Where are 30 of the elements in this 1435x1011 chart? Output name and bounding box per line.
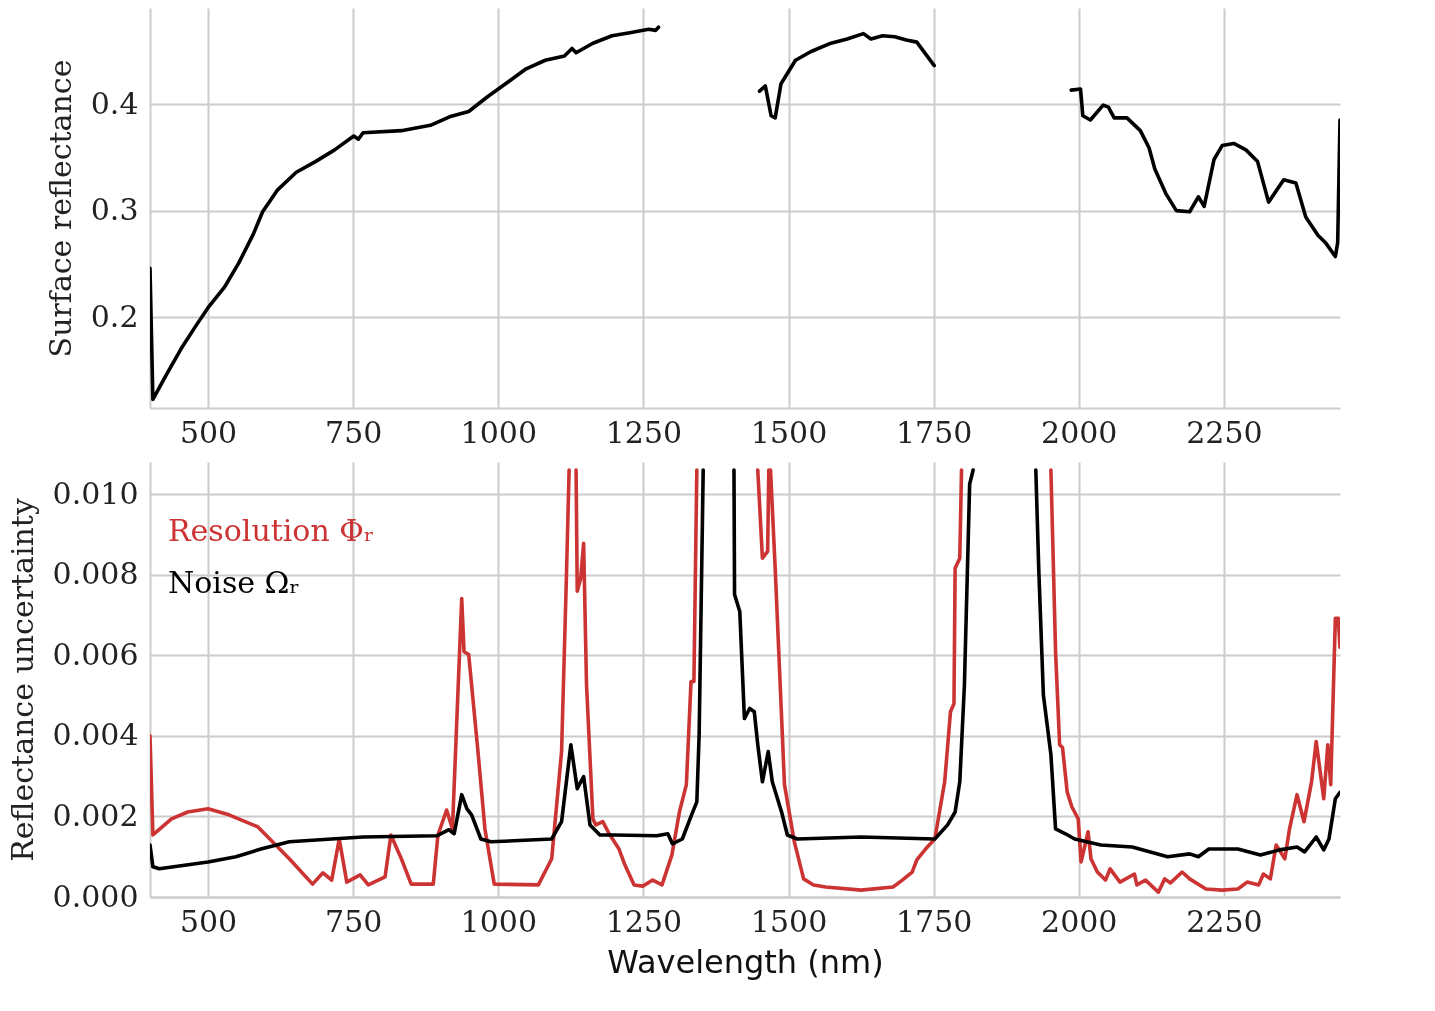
x-tick-label: 1750 — [895, 414, 973, 450]
y-tick-label: 0.002 — [52, 797, 139, 833]
y-axis-title: Reflectance uncertainty — [4, 498, 40, 862]
x-tick-label: 1250 — [605, 903, 683, 939]
x-tick-label: 2250 — [1186, 903, 1263, 939]
x-tick-label: 750 — [325, 903, 383, 939]
x-tick-label: 1000 — [460, 414, 537, 450]
y-tick-label: 0.2 — [90, 298, 139, 334]
y-tick-label: 0.008 — [52, 556, 139, 592]
y-tick-label: 0.010 — [52, 475, 139, 511]
x-tick-label: 1500 — [750, 903, 828, 939]
x-tick-label: 500 — [179, 903, 238, 939]
x-tick-label: 1000 — [460, 903, 537, 939]
x-tick-label: 2000 — [1041, 414, 1118, 450]
x-tick-label: 2000 — [1041, 903, 1118, 939]
y-tick-label: 0.004 — [52, 717, 139, 753]
y-tick-label: 0.3 — [90, 192, 139, 228]
x-tick-label: 1500 — [750, 414, 828, 450]
x-tick-label: 2250 — [1186, 414, 1263, 450]
text: Resolution Φᵣ — [168, 513, 375, 548]
x-axis-title: Wavelength (nm) — [607, 942, 884, 981]
y-tick-label: 0.4 — [90, 85, 139, 121]
x-tick-label: 500 — [179, 414, 238, 450]
y-tick-label: 0.006 — [52, 636, 139, 672]
x-tick-label: 1750 — [895, 903, 973, 939]
x-tick-label: 1250 — [605, 414, 683, 450]
x-tick-label: 750 — [325, 414, 383, 450]
y-axis-title: Surface reflectance — [42, 59, 78, 358]
text: Noise Ωᵣ — [168, 565, 300, 600]
y-tick-label: 0.000 — [52, 878, 139, 914]
